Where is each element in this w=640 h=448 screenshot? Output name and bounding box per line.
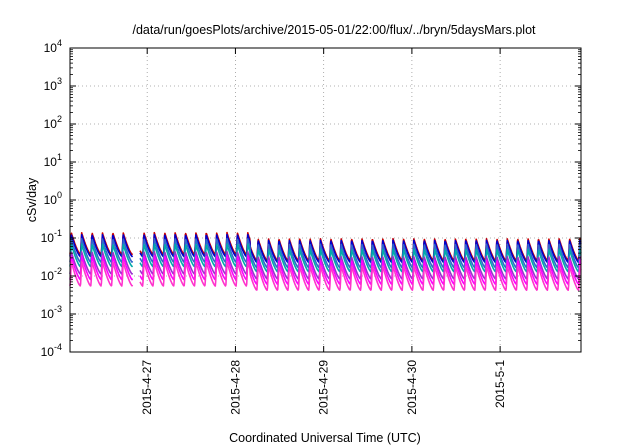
x-axis-title: Coordinated Universal Time (UTC) [229, 431, 421, 445]
y-tick-label: 10-3 [41, 304, 62, 321]
y-axis-title: cSv/day [25, 177, 39, 222]
x-tick-label: 2015-4-28 [228, 360, 242, 415]
y-tick-label: 10-4 [41, 342, 62, 359]
series-line-7 [139, 260, 582, 292]
y-tick-label: 101 [44, 152, 62, 169]
series-layer [69, 231, 582, 292]
x-tick-label: 2015-4-30 [405, 360, 419, 415]
x-tick-label: 2015-4-27 [140, 360, 154, 415]
x-tick-label: 2015-5-1 [493, 360, 507, 408]
y-tick-label: 102 [44, 114, 62, 131]
series-line-7 [69, 260, 134, 287]
grid [70, 48, 581, 352]
y-axis: 10-4 10-3 10-2 10-1 100 101 102 103 104 [41, 38, 581, 359]
y-tick-label: 100 [44, 190, 62, 207]
x-tick-label: 2015-4-29 [317, 360, 331, 415]
y-tick-label: 10-2 [41, 266, 62, 283]
y-tick-label: 104 [44, 38, 62, 55]
chart-title: /data/run/goesPlots/archive/2015-05-01/2… [132, 23, 536, 37]
y-tick-label: 10-1 [41, 228, 62, 245]
y-tick-label: 103 [44, 76, 62, 93]
x-axis: 2015-4-27 2015-4-28 2015-4-29 2015-4-30 2015… [140, 48, 507, 415]
